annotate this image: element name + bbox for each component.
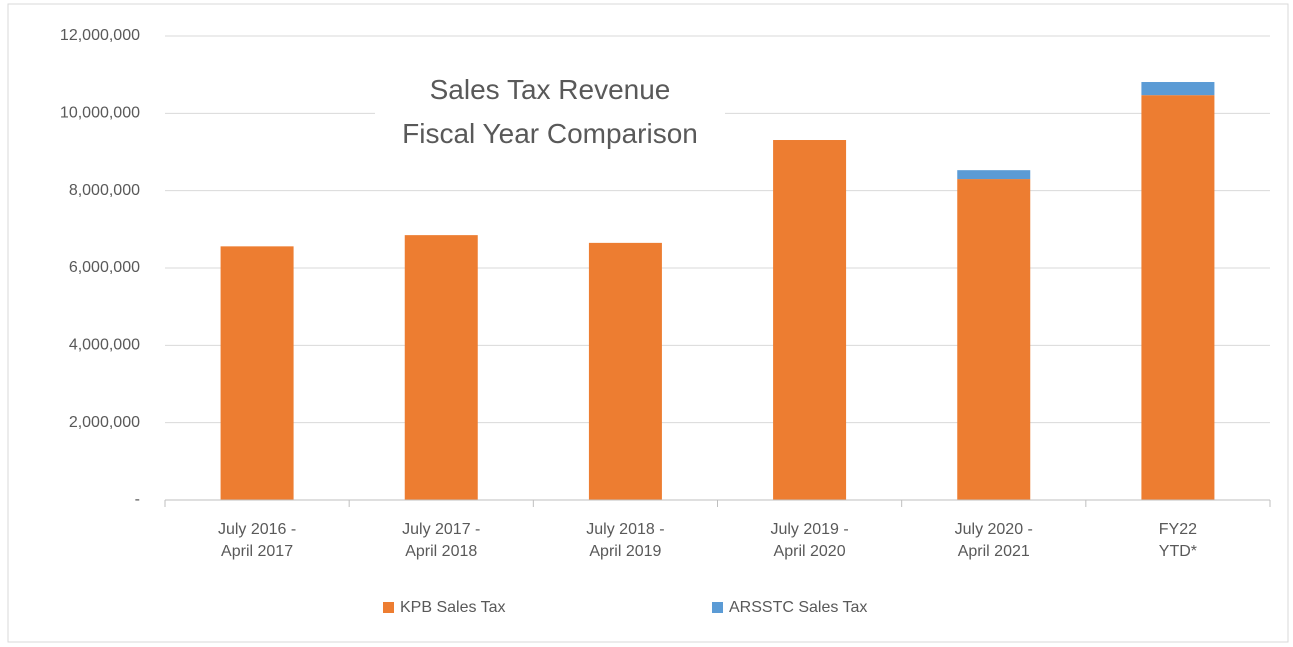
x-tick-label: July 2017 - April 2018 xyxy=(402,521,481,560)
y-tick-label: 2,000,000 xyxy=(69,414,140,431)
bar-segment xyxy=(957,179,1031,501)
x-tick-label: July 2016 - April 2017 xyxy=(217,521,297,560)
chart-border xyxy=(7,3,1289,643)
x-tick-label: July 2020 - April 2021 xyxy=(954,521,1033,560)
y-tick-label: 4,000,000 xyxy=(69,337,140,354)
bar-segment xyxy=(1141,95,1215,500)
legend-label: ARSSTC Sales Tax xyxy=(729,599,867,616)
x-tick-label: July 2018 - April 2019 xyxy=(586,521,665,560)
x-tick-label: July 2019 - April 2020 xyxy=(770,521,849,560)
bar-segment xyxy=(957,170,1031,180)
bar-segment xyxy=(220,246,294,500)
y-tick-label: - xyxy=(135,491,140,508)
x-tick-label: FY22 YTD* xyxy=(1158,521,1198,560)
legend-label: KPB Sales Tax xyxy=(400,599,506,616)
y-tick-label: 12,000,000 xyxy=(60,27,140,44)
y-tick-label: 8,000,000 xyxy=(69,182,140,199)
bar-segment xyxy=(588,242,662,500)
bar-segment xyxy=(773,140,847,500)
legend-swatch xyxy=(712,602,723,613)
y-tick-label: 10,000,000 xyxy=(60,105,140,122)
bar-segment xyxy=(404,235,478,500)
y-tick-label: 6,000,000 xyxy=(69,259,140,276)
legend-swatch xyxy=(383,602,394,613)
bar-segment xyxy=(1141,82,1215,96)
chart-title: Sales Tax Revenue Fiscal Year Comparison xyxy=(375,68,725,156)
